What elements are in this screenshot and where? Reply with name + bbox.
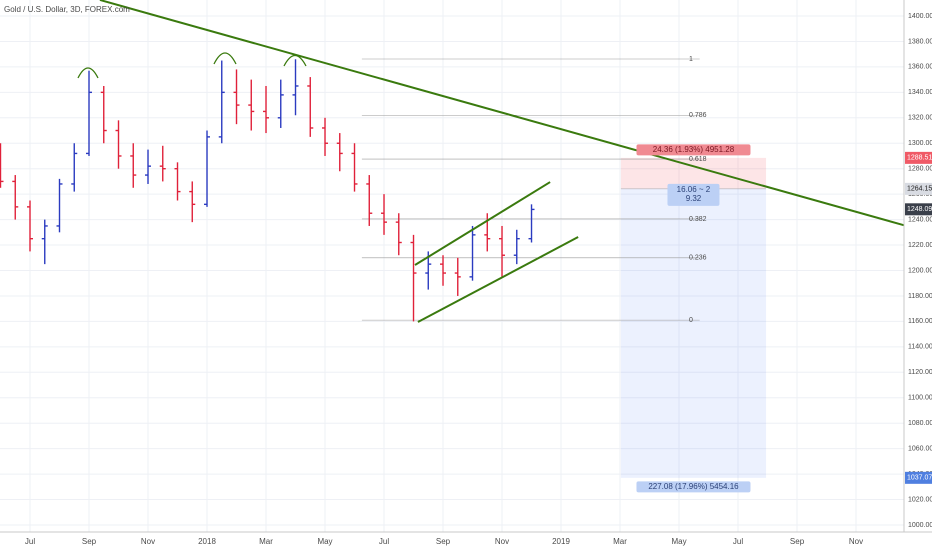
x-tick-label: Nov [495,537,509,546]
y-tick-label: 1220.00 [908,242,932,249]
x-tick-label: Sep [82,537,97,546]
price-tag [905,471,932,484]
price-tag-label: 1288.51 [907,155,932,162]
grid [0,0,904,532]
y-tick-label: 1140.00 [908,344,932,351]
y-tick-label: 1300.00 [908,140,932,147]
x-tick-label: Nov [849,537,863,546]
peak-arc [213,52,237,65]
y-tick-label: 1020.00 [908,496,932,503]
y-tick-label: 1280.00 [908,166,932,173]
trend-line [99,0,904,227]
y-tick-label: 1400.00 [908,13,932,20]
x-tick-label: May [671,537,686,546]
target-zone [620,188,767,478]
x-tick-label: Nov [141,537,155,546]
y-tick-label: 1240.00 [908,216,932,223]
chart-title: Gold / U.S. Dollar, 3D, FOREX.com [4,5,130,14]
x-tick-label: 2018 [198,537,216,546]
price-tag [905,151,932,164]
x-tick-label: May [317,537,332,546]
x-tick-label: Mar [613,537,627,546]
x-tick-label: Sep [790,537,805,546]
position-label: 227.08 (17.96%) 5454.16 [648,482,739,491]
position-label-bg [636,481,751,493]
y-tick-label: 1360.00 [908,64,932,71]
peak-arc [77,67,99,79]
y-tick-label: 1320.00 [908,115,932,122]
y-tick-label: 1000.00 [908,522,932,529]
fib-label: 0.618 [689,156,707,163]
y-tick-label: 1080.00 [908,420,932,427]
position-label: 9.32 [686,194,702,203]
x-tick-label: 2019 [552,537,570,546]
y-tick-label: 1200.00 [908,267,932,274]
y-tick-label: 1060.00 [908,445,932,452]
position-label: 16.06 ~ 2 [677,185,711,194]
price-tag-label: 1264.15 [907,186,932,193]
x-tick-label: Jul [25,537,35,546]
position-label: 24.36 (1.93%) 4951.28 [653,145,735,154]
price-tag-label: 1037.07 [907,475,932,482]
position-label-bg [667,183,720,206]
price-tag [905,182,932,195]
price-tag-label: 1248.09 [907,206,932,213]
x-tick-label: Sep [436,537,451,546]
y-tick-label: 1340.00 [908,89,932,96]
x-tick-label: Mar [259,537,273,546]
peak-arc [283,54,307,67]
plot-area: 1 0.786 0.618 0.382 0.236 0 [0,0,904,478]
position-label-bg [636,144,751,156]
y-tick-label: 1120.00 [908,369,932,376]
y-tick-label: 1100.00 [908,395,932,402]
y-tick-label: 1380.00 [908,38,932,45]
x-tick-label: Jul [379,537,389,546]
x-tick-label: Jul [733,537,743,546]
price-tag [905,203,932,216]
fib-label: 0.382 [689,216,707,223]
fib-label: 0.236 [689,255,707,262]
stop-zone [620,157,767,189]
fib-label: 0 [689,317,693,324]
y-tick-label: 1160.00 [908,318,932,325]
trend-line [414,181,551,266]
fib-label: 1 [689,56,693,63]
trend-line [417,236,579,323]
y-tick-label: 1180.00 [908,293,932,300]
fib-label: 0.786 [689,112,707,119]
